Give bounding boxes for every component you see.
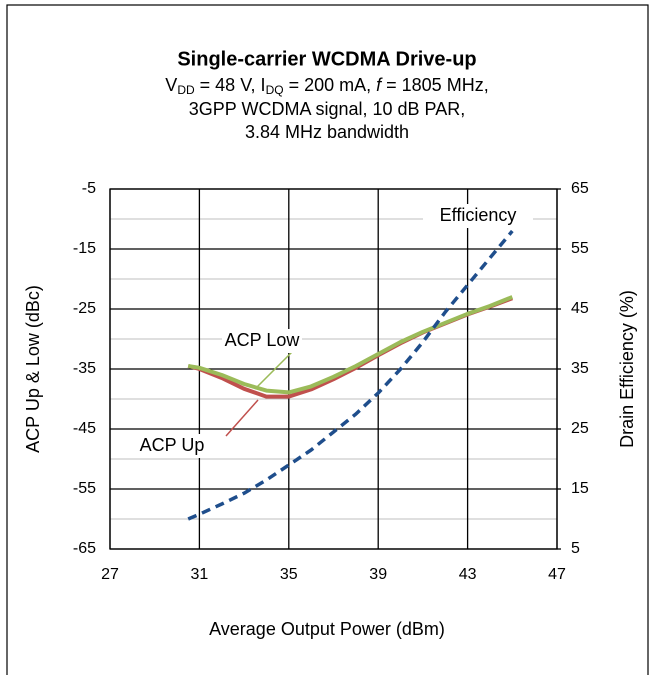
subtitle-part: V: [165, 75, 177, 95]
subtitle: 3.84 MHz bandwidth: [245, 122, 409, 142]
y2-tick-label: 65: [571, 180, 589, 197]
label-bg: [423, 204, 533, 228]
y-tick-label: -45: [73, 420, 96, 437]
series-label: ACP Low: [225, 330, 301, 350]
chart-title: Single-carrier WCDMA Drive-up: [177, 48, 476, 70]
subscript: DD: [177, 83, 195, 97]
series-label: Efficiency: [440, 205, 517, 225]
series-line: [187, 295, 514, 395]
x-tick-label: 39: [369, 566, 387, 583]
series-line: [187, 229, 514, 521]
series-label: ACP Up: [140, 435, 205, 455]
y2-tick-label: 15: [571, 480, 589, 497]
y2-tick-label: 45: [571, 300, 589, 317]
y-tick-label: -55: [73, 480, 96, 497]
subtitle-part: = 200 mA,: [284, 75, 377, 95]
y-tick-label: -25: [73, 300, 96, 317]
y-tick-label: -15: [73, 240, 96, 257]
subtitle-part: = 1805 MHz,: [381, 75, 489, 95]
subscript: DQ: [266, 83, 284, 97]
y2-tick-label: 55: [571, 240, 589, 257]
subtitle: VDD = 48 V, IDQ = 200 mA, f = 1805 MHz,: [165, 75, 488, 97]
x-axis-label: Average Output Power (dBm): [209, 619, 445, 639]
subtitle-part: = 48 V, I: [195, 75, 266, 95]
x-tick-label: 35: [280, 566, 298, 583]
y2-axis-label: Drain Efficiency (%): [617, 290, 637, 448]
y2-tick-label: 5: [571, 540, 580, 557]
y-tick-label: -35: [73, 360, 96, 377]
label-bg: [137, 434, 207, 458]
x-tick-label: 31: [191, 566, 209, 583]
leader-line: [225, 399, 259, 437]
y2-tick-label: 35: [571, 360, 589, 377]
subtitle: 3GPP WCDMA signal, 10 dB PAR,: [189, 99, 465, 119]
label-bg: [222, 329, 302, 353]
leader-line: [254, 351, 293, 390]
frame: [6, 4, 649, 675]
y-axis-label: ACP Up & Low (dBc): [23, 285, 43, 453]
plot-border: [109, 188, 558, 550]
y-tick-label: -65: [73, 540, 96, 557]
y-tick-label: -5: [82, 180, 96, 197]
x-tick-label: 47: [548, 566, 566, 583]
x-tick-label: 27: [101, 566, 119, 583]
y2-tick-label: 25: [571, 420, 589, 437]
subtitle-part: f: [376, 75, 383, 95]
x-tick-label: 43: [459, 566, 477, 583]
